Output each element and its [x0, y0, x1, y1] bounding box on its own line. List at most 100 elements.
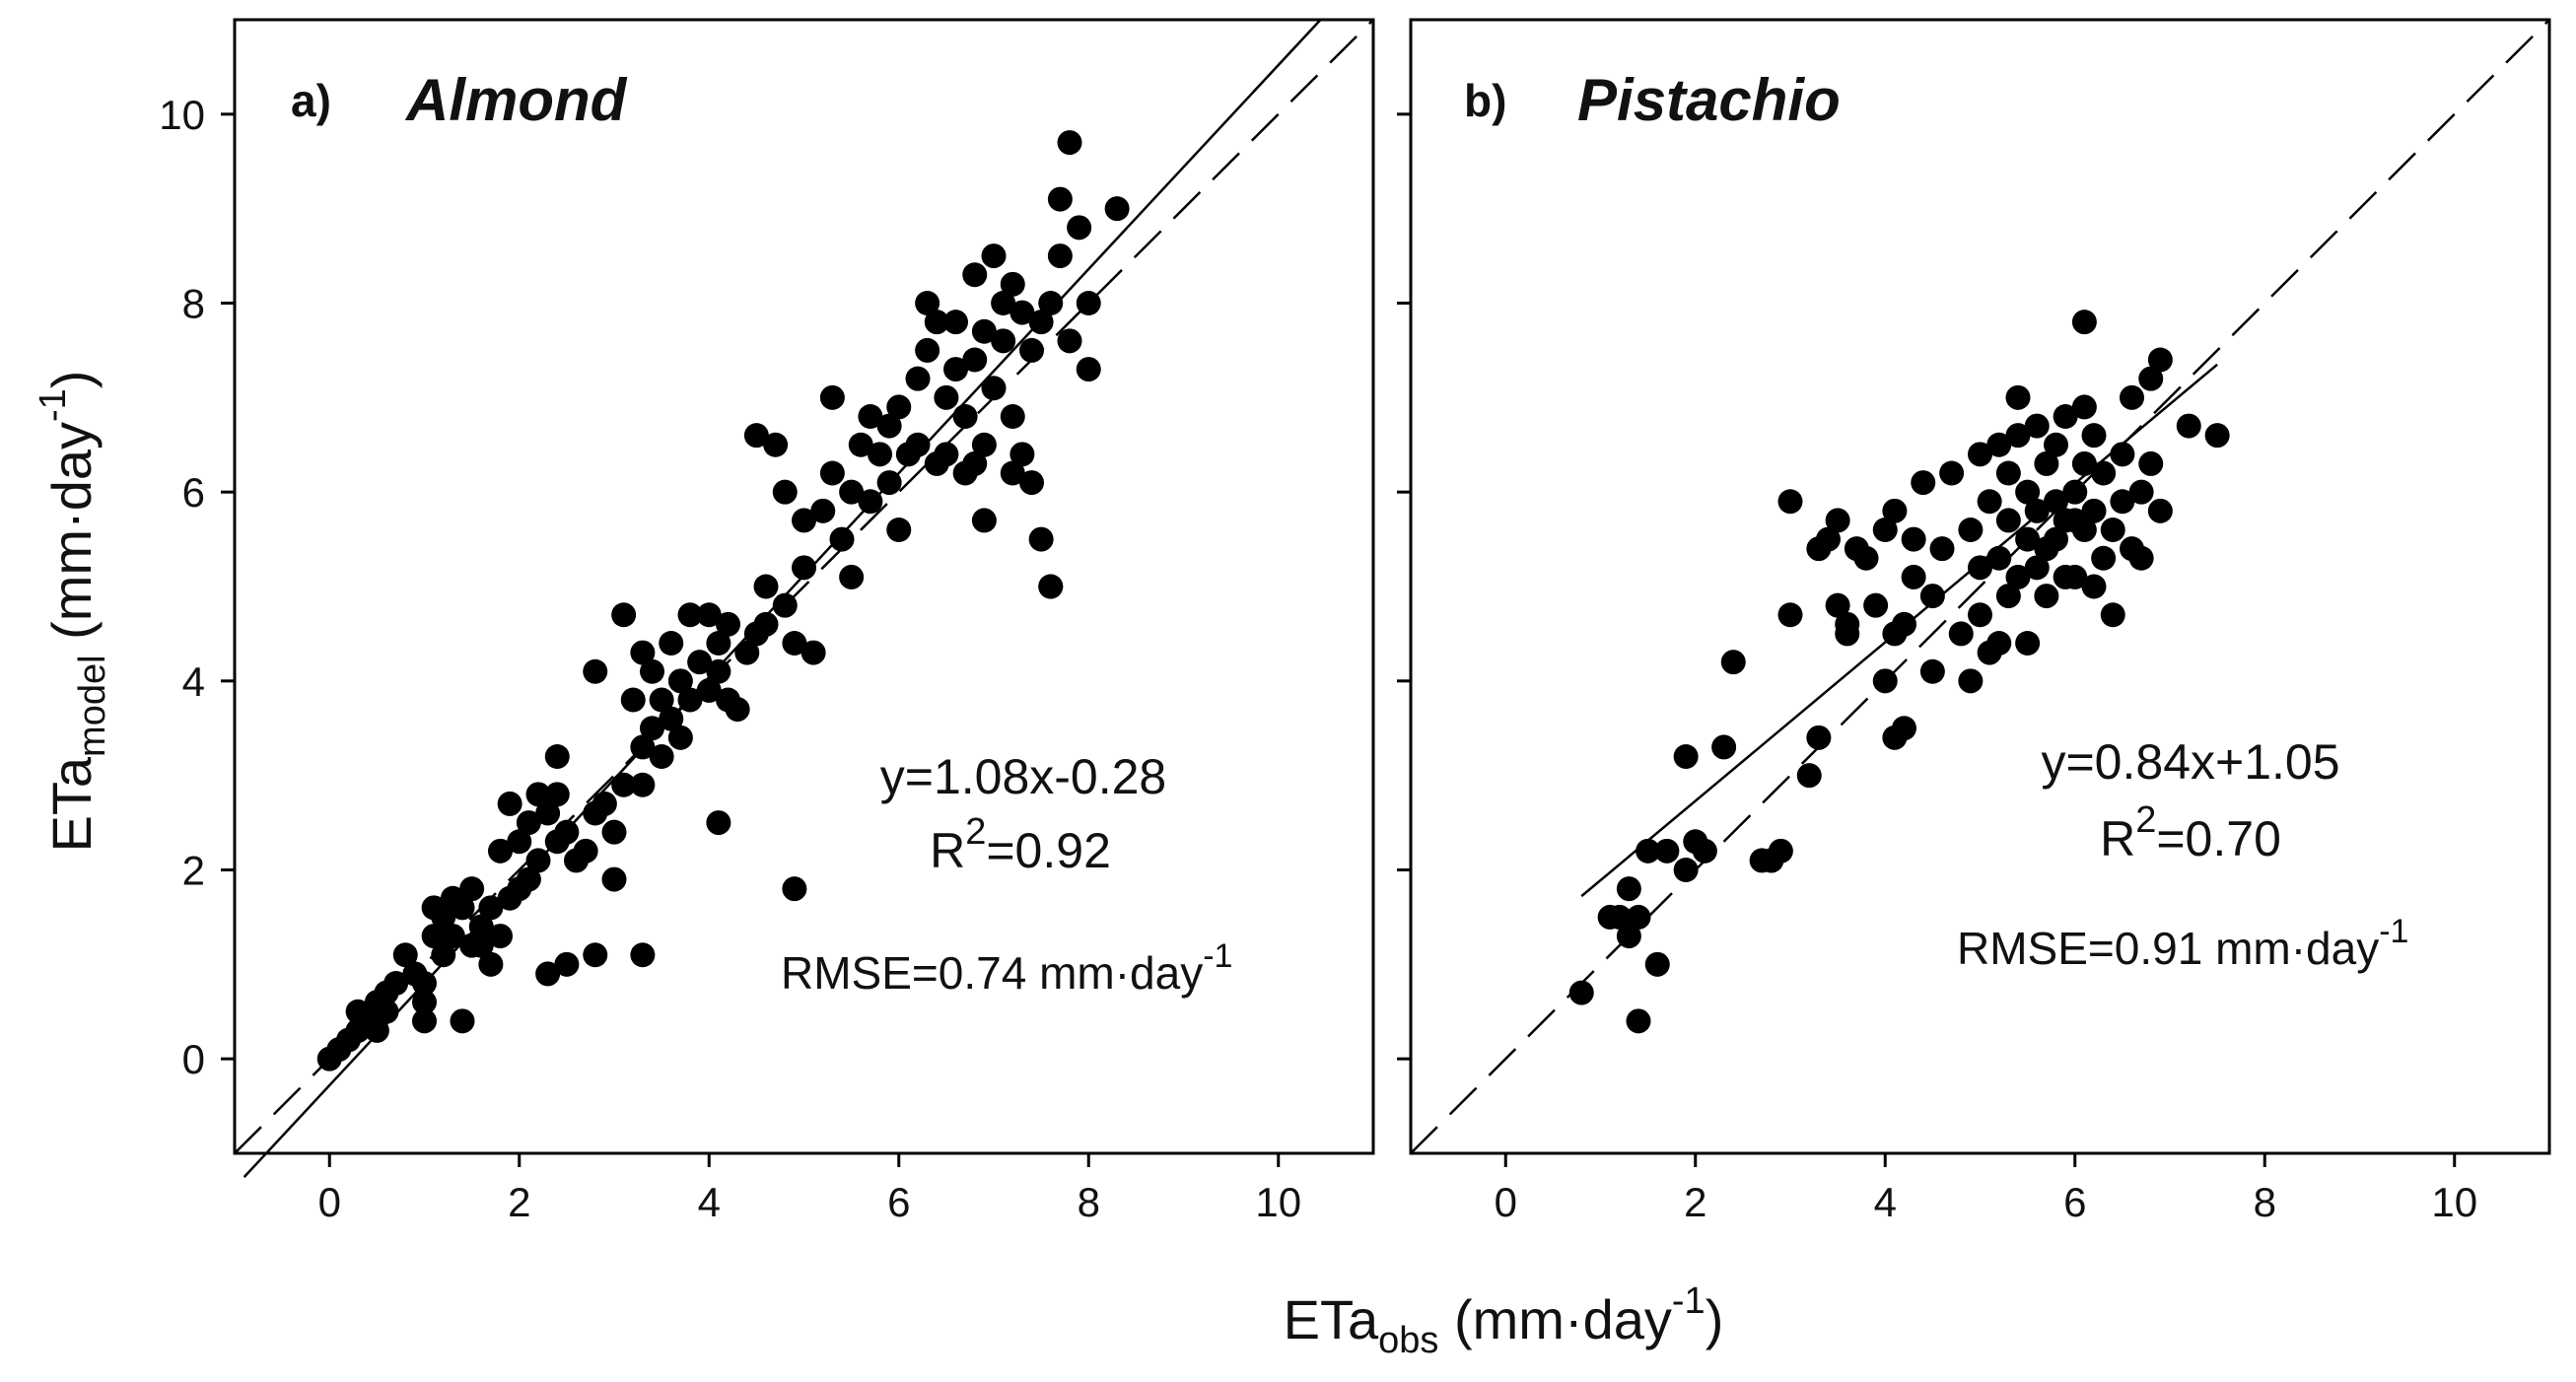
- data-point: [488, 838, 513, 864]
- data-point: [450, 1008, 475, 1034]
- data-point: [374, 999, 399, 1024]
- data-point: [2024, 498, 2050, 523]
- data-point: [2071, 310, 2097, 335]
- data-point: [706, 810, 731, 836]
- data-point: [2081, 574, 2107, 599]
- x-tick-label: 6: [2063, 1179, 2086, 1225]
- data-point: [2015, 479, 2041, 505]
- data-point: [801, 640, 826, 665]
- data-point: [991, 291, 1016, 315]
- data-point: [554, 951, 580, 977]
- data-point: [1028, 526, 1054, 552]
- data-point: [819, 384, 845, 410]
- data-point: [1019, 470, 1044, 496]
- data-point: [544, 744, 570, 769]
- data-point: [1000, 460, 1025, 486]
- data-point: [1654, 838, 1680, 864]
- data-point: [468, 933, 494, 958]
- data-point: [2147, 498, 2173, 523]
- data-point: [640, 658, 664, 684]
- data-point: [1806, 725, 1832, 750]
- data-point: [468, 914, 494, 939]
- data-point: [640, 716, 664, 741]
- data-point: [1028, 310, 1054, 335]
- data-point: [620, 687, 646, 713]
- data-point: [583, 942, 608, 968]
- data-point: [1636, 838, 1661, 864]
- data-point: [962, 450, 988, 476]
- data-point: [782, 631, 807, 656]
- data-point: [1995, 508, 2021, 533]
- data-point: [1986, 631, 2012, 656]
- x-tick-label: 4: [1874, 1179, 1897, 1225]
- data-point: [2091, 460, 2117, 486]
- data-point: [1692, 838, 1717, 864]
- data-point: [431, 904, 456, 930]
- data-point: [412, 1008, 437, 1034]
- data-point: [1968, 555, 1992, 581]
- data-point: [1057, 130, 1082, 156]
- regression-equation: y=0.84x+1.05: [2041, 734, 2339, 790]
- x-tick-label: 10: [1255, 1179, 1301, 1225]
- data-point: [1038, 574, 1064, 599]
- x-tick-label: 4: [698, 1179, 721, 1225]
- data-point: [1626, 904, 1651, 930]
- data-point: [1901, 526, 1926, 552]
- panel-title: Pistachio: [1577, 67, 1841, 133]
- data-point: [905, 366, 931, 391]
- data-point: [886, 394, 912, 420]
- x-tick-labels: 0 2 4 6 8 10: [1495, 1153, 2477, 1225]
- data-point: [554, 819, 580, 845]
- data-point: [2100, 518, 2125, 542]
- data-point: [1644, 951, 1670, 977]
- data-point: [2138, 450, 2164, 476]
- data-point: [1901, 564, 1926, 589]
- data-point: [858, 404, 883, 429]
- data-point: [962, 262, 988, 288]
- data-point: [659, 706, 684, 731]
- data-point: [1919, 584, 1945, 609]
- data-point: [516, 810, 541, 836]
- data-point: [1995, 584, 2021, 609]
- data-point: [952, 404, 978, 429]
- data-point: [535, 961, 561, 987]
- data-point: [696, 602, 722, 628]
- data-point: [848, 432, 873, 457]
- data-point: [667, 668, 693, 694]
- data-point: [535, 800, 561, 826]
- data-point: [2128, 479, 2154, 505]
- data-point: [1825, 592, 1850, 618]
- y-tick-label: 8: [182, 281, 205, 327]
- data-point: [1759, 848, 1784, 873]
- data-point: [743, 423, 769, 449]
- data-point: [1777, 602, 1803, 628]
- data-point: [2071, 450, 2097, 476]
- data-point: [1038, 291, 1064, 315]
- data-point: [1000, 404, 1025, 429]
- data-point: [1995, 460, 2021, 486]
- data-point: [1825, 508, 1850, 533]
- data-point: [383, 971, 409, 996]
- data-point: [1911, 470, 1936, 496]
- x-tick-label: 6: [887, 1179, 910, 1225]
- panel-label: a): [291, 75, 331, 126]
- data-point: [981, 376, 1007, 401]
- data-point: [1568, 980, 1594, 1005]
- data-point: [2138, 366, 2164, 391]
- data-point: [934, 442, 959, 467]
- data-point: [1958, 668, 1984, 694]
- data-point: [696, 677, 722, 703]
- data-point: [677, 687, 703, 713]
- data-point: [2034, 584, 2059, 609]
- data-point: [2176, 413, 2201, 439]
- data-point: [991, 328, 1016, 354]
- regression-equation: y=1.08x-0.28: [880, 749, 1166, 804]
- data-point: [450, 895, 475, 921]
- panel-label: b): [1464, 75, 1506, 126]
- data-point: [1892, 611, 1916, 637]
- y-axis-label: ETamodel (mm·day-1): [33, 371, 113, 853]
- data-point: [1853, 545, 1879, 571]
- data-point: [611, 602, 637, 628]
- data-point: [412, 990, 437, 1015]
- plot-frame: [233, 18, 1375, 1155]
